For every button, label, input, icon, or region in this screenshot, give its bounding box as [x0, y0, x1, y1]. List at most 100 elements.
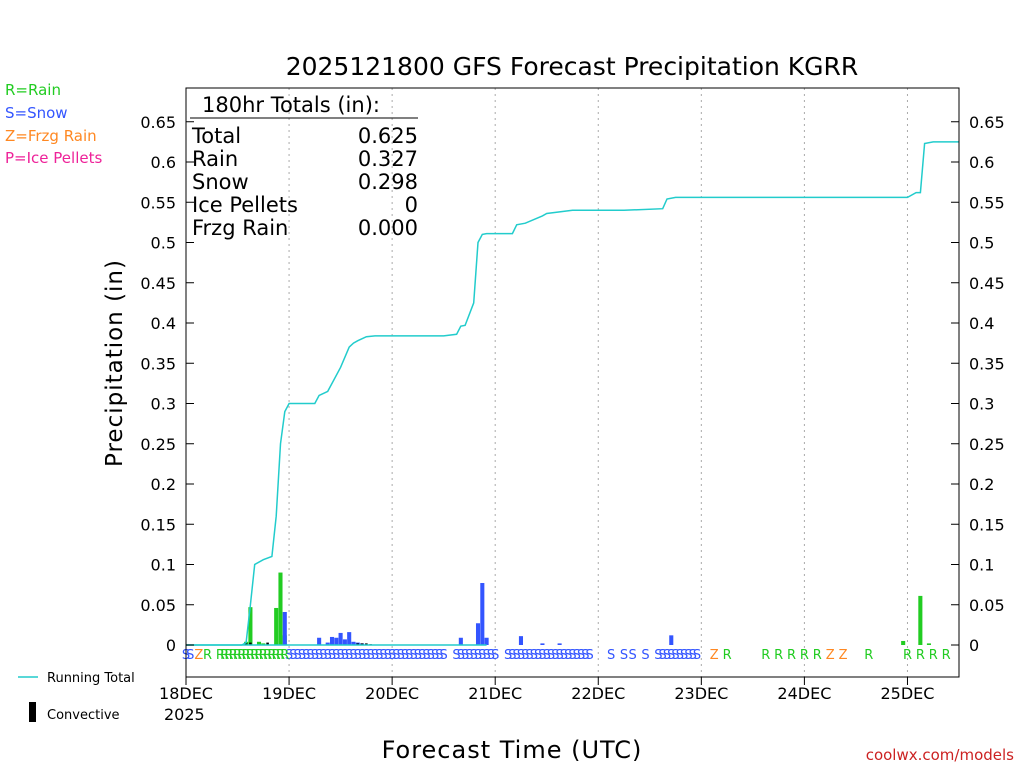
ptype-r-9: R: [250, 648, 259, 663]
ptype-s-27: S: [392, 648, 400, 663]
ptype-s-37: S: [435, 648, 443, 663]
snow-bar-14: [484, 637, 489, 645]
x-tick-label-6: 24DEC: [777, 684, 831, 703]
y-tick-label-left-5: 0.25: [140, 435, 176, 454]
ptype-r-7: R: [242, 648, 251, 663]
snow-bar-4: [334, 637, 339, 645]
x-tick-label-4: 22DEC: [571, 684, 625, 703]
y-tick-label-left-3: 0.15: [140, 515, 176, 534]
ptype-s-3: S: [289, 648, 297, 663]
ptype-z-1: Z: [710, 648, 719, 663]
ptype-r-0: R: [203, 648, 212, 663]
y-tick-label-left-7: 0.35: [140, 354, 176, 373]
ptype-s-28: S: [397, 648, 405, 663]
ptype-r-20: R: [787, 648, 796, 663]
ptype-s-72: S: [641, 648, 649, 663]
ptype-r-25: R: [916, 648, 925, 663]
ptype-s-62: S: [560, 648, 568, 663]
ptype-r-26: R: [929, 648, 938, 663]
ptype-s-6: S: [302, 648, 310, 663]
totals-label-snow: Snow: [192, 170, 249, 194]
credit-text: coolwx.com/models: [866, 746, 1014, 764]
y-tick-label-right-3: 0.15: [969, 515, 1005, 534]
x-axis: 18DEC 19DEC 20DEC 21DEC 22DEC 23DEC 24DEC 25DEC: [159, 677, 934, 703]
totals-value-total: 0.625: [358, 124, 418, 148]
ptype-s-30: S: [405, 648, 413, 663]
ptype-r-24: R: [903, 648, 912, 663]
snow-bar-17: [557, 643, 562, 645]
ptype-r-17: R: [723, 648, 732, 663]
convective-bar-0: [244, 643, 248, 645]
totals-value-frzg-rain: 0.000: [358, 216, 418, 240]
ptype-s-70: S: [620, 648, 628, 663]
ptype-s-54: S: [525, 648, 533, 663]
ptype-r-1: R: [216, 648, 225, 663]
ptype-z-3: Z: [839, 648, 848, 663]
ptype-r-19: R: [774, 648, 783, 663]
snow-bar-2: [325, 642, 330, 645]
totals-value-snow: 0.298: [358, 170, 418, 194]
legend-convective-swatch: [29, 702, 36, 722]
ptype-s-12: S: [328, 648, 336, 663]
ptype-s-4: S: [294, 648, 302, 663]
ptype-s-81: S: [689, 648, 697, 663]
convective-bar-1: [249, 642, 252, 645]
ptype-s-77: S: [671, 648, 679, 663]
ptype-legend: R=Rain S=Snow Z=Frzg Rain P=Ice Pellets: [5, 81, 102, 167]
ptype-r-22: R: [813, 648, 822, 663]
ptype-s-32: S: [414, 648, 422, 663]
ptype-s-76: S: [667, 648, 675, 663]
ptype-s-74: S: [659, 648, 667, 663]
snow-bar-3: [329, 636, 335, 645]
x-tick-label-1: 19DEC: [262, 684, 316, 703]
ptype-r-4: R: [229, 648, 238, 663]
ptype-s-43: S: [470, 648, 478, 663]
y-tick-label-right-12: 0.6: [969, 153, 994, 172]
totals-value-rain: 0.327: [358, 147, 418, 171]
ptype-s-5: S: [298, 648, 306, 663]
y-tick-label-left-9: 0.45: [140, 274, 176, 293]
y-tick-label-right-11: 0.55: [969, 193, 1005, 212]
ptype-s-40: S: [457, 648, 465, 663]
ptype-s-11: S: [324, 648, 332, 663]
snow-bars: [282, 583, 674, 645]
ptype-s-42: S: [465, 648, 473, 663]
ptype-legend-rain: R=Rain: [5, 81, 61, 99]
snow-bar-5: [338, 632, 343, 645]
ptype-s-17: S: [349, 648, 357, 663]
ptype-s-52: S: [517, 648, 525, 663]
rain-bar-7: [901, 640, 906, 645]
ptype-r-8: R: [246, 648, 255, 663]
ptype-s-50: S: [508, 648, 516, 663]
ptype-s-59: S: [547, 648, 555, 663]
totals-value-ice-pellets: 0: [405, 193, 418, 217]
ptype-z-0: Z: [194, 648, 203, 663]
y-tick-label-right-9: 0.45: [969, 274, 1005, 293]
ptype-r-5: R: [233, 648, 242, 663]
ptype-s-23: S: [375, 648, 383, 663]
y-axis-left: 0 0.05 0.1 0.15 0.2 0.25 0.3 0.35 0.4 0.45 0.5 0.55…: [140, 113, 194, 655]
y-tick-label-right-6: 0.3: [969, 395, 994, 414]
ptype-s-33: S: [418, 648, 426, 663]
ptype-s-58: S: [543, 648, 551, 663]
y-tick-label-right-10: 0.5: [969, 234, 994, 253]
ptype-r-13: R: [267, 648, 276, 663]
snow-bar-1: [317, 637, 322, 645]
ptype-s-67: S: [581, 648, 589, 663]
totals-label-total: Total: [191, 124, 241, 148]
ptype-r-21: R: [800, 648, 809, 663]
ptype-s-29: S: [401, 648, 409, 663]
chart-title: 2025121800 GFS Forecast Precipitation KG…: [286, 52, 859, 81]
ptype-legend-snow: S=Snow: [5, 104, 68, 122]
totals-box: 180hr Totals (in): Total 0.625 Rain 0.32…: [190, 93, 418, 240]
x-axis-year: 2025: [164, 705, 205, 724]
ptype-s-22: S: [371, 648, 379, 663]
totals-header: 180hr Totals (in):: [202, 93, 380, 117]
ptype-s-10: S: [319, 648, 327, 663]
vertical-grid: [288, 88, 908, 677]
x-tick-label-5: 23DEC: [674, 684, 728, 703]
ptype-s-66: S: [577, 648, 585, 663]
totals-label-ice-pellets: Ice Pellets: [192, 193, 298, 217]
x-axis-title: Forecast Time (UTC): [382, 736, 643, 764]
y-tick-label-left-1: 0.05: [140, 596, 176, 615]
